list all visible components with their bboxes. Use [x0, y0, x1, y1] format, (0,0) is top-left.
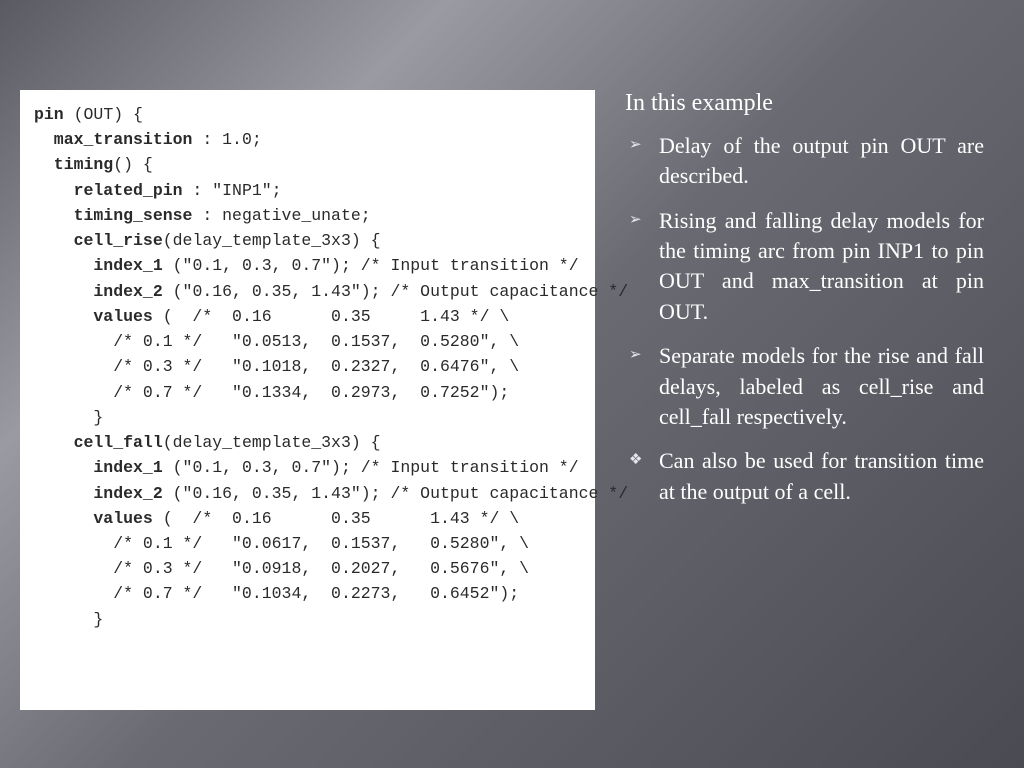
slide: pin (OUT) { max_transition : 1.0; timing… — [0, 0, 1024, 768]
code-kw: index_2 — [34, 282, 163, 301]
bullet-list: Delay of the output pin OUT are describe… — [625, 131, 984, 507]
code-kw: pin — [34, 105, 64, 124]
bullet-item: Delay of the output pin OUT are describe… — [625, 131, 984, 192]
code-kw: index_1 — [34, 256, 163, 275]
bullet-item: Can also be used for transition time at … — [625, 446, 984, 507]
code-text: : negative_unate; — [192, 206, 370, 225]
code-kw: timing_sense — [34, 206, 192, 225]
code-text: /* 0.7 */ "0.1334, 0.2973, 0.7252"); — [34, 383, 509, 402]
code-text: ("0.16, 0.35, 1.43"); /* Output capacita… — [163, 282, 628, 301]
code-kw: max_transition — [34, 130, 192, 149]
explanation-panel: In this example Delay of the output pin … — [595, 40, 994, 738]
code-text: /* 0.1 */ "0.0617, 0.1537, 0.5280", \ — [34, 534, 529, 553]
code-text: : "INP1"; — [183, 181, 282, 200]
code-text: () { — [113, 155, 153, 174]
code-kw: cell_rise — [34, 231, 163, 250]
code-text: /* 0.3 */ "0.1018, 0.2327, 0.6476", \ — [34, 357, 519, 376]
code-block: pin (OUT) { max_transition : 1.0; timing… — [20, 90, 595, 710]
code-kw: related_pin — [34, 181, 183, 200]
code-text: : 1.0; — [192, 130, 261, 149]
code-text: ( /* 0.16 0.35 1.43 */ \ — [153, 307, 509, 326]
section-heading: In this example — [625, 90, 984, 117]
code-text: } — [34, 610, 103, 629]
code-kw: values — [34, 307, 153, 326]
code-text: ("0.16, 0.35, 1.43"); /* Output capacita… — [163, 484, 628, 503]
code-text: ("0.1, 0.3, 0.7"); /* Input transition *… — [163, 256, 579, 275]
code-text: } — [34, 408, 103, 427]
code-kw: values — [34, 509, 153, 528]
code-text: (delay_template_3x3) { — [163, 231, 381, 250]
code-text: /* 0.1 */ "0.0513, 0.1537, 0.5280", \ — [34, 332, 519, 351]
bullet-item: Rising and falling delay models for the … — [625, 206, 984, 327]
code-text: /* 0.3 */ "0.0918, 0.2027, 0.5676", \ — [34, 559, 529, 578]
code-text: /* 0.7 */ "0.1034, 0.2273, 0.6452"); — [34, 584, 519, 603]
bullet-item: Separate models for the rise and fall de… — [625, 341, 984, 432]
code-kw: index_1 — [34, 458, 163, 477]
code-kw: timing — [34, 155, 113, 174]
code-text: (OUT) { — [64, 105, 143, 124]
code-text: (delay_template_3x3) { — [163, 433, 381, 452]
code-kw: cell_fall — [34, 433, 163, 452]
code-kw: index_2 — [34, 484, 163, 503]
code-text: ("0.1, 0.3, 0.7"); /* Input transition *… — [163, 458, 579, 477]
code-text: ( /* 0.16 0.35 1.43 */ \ — [153, 509, 519, 528]
